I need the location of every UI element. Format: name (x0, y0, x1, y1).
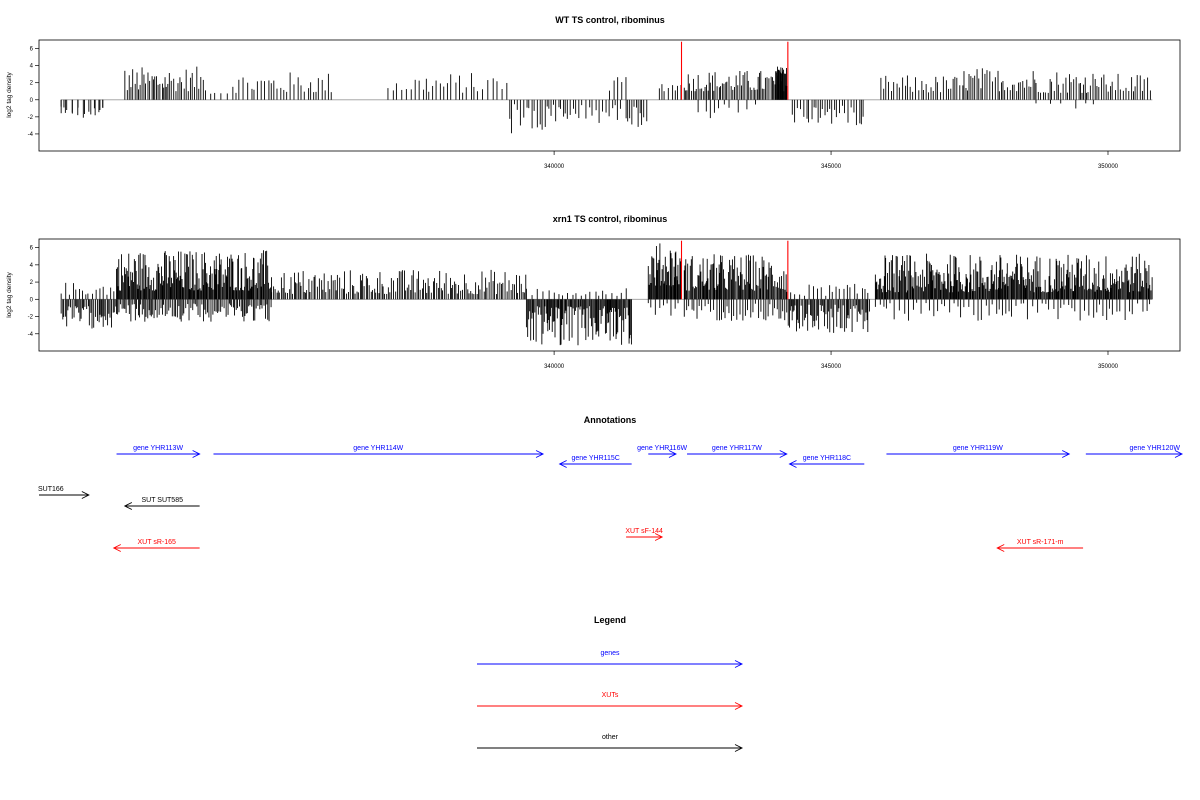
wt-axes: -4 -2 0 2 4 6 340000 345000 350000 (28, 47, 1153, 170)
legend-panel: Legend genes XUTs other (477, 615, 744, 752)
annotation-other-arrow: SUT SUT585 (123, 497, 200, 510)
legend-other-arrow: other (477, 734, 744, 752)
xrn1-y-tick-label: -2 (28, 315, 34, 321)
wt-x-tick-label: 350000 (1098, 164, 1119, 170)
xrn1-x-tick-label: 350000 (1098, 364, 1119, 370)
annotation-label: gene YHR119W (953, 445, 1003, 452)
wt-y-tick-label: 0 (30, 98, 34, 104)
wt-y-axis-label: log2 tag density (6, 71, 13, 117)
xrn1-track-title: xrn1 TS control, ribominus (553, 214, 668, 224)
wt-y-tick-label: -2 (28, 115, 34, 121)
legend-title: Legend (594, 615, 626, 625)
annotation-gene-arrow: gene YHR115C (558, 455, 632, 468)
legend-entries: genes XUTs other (477, 650, 744, 752)
annotation-label: gene YHR120W (1130, 445, 1181, 452)
annotation-gene-arrow: gene YHR114W (213, 445, 545, 458)
annotation-xut-arrow: XUT sR-165 (112, 539, 200, 552)
annotations-title: Annotations (584, 415, 637, 425)
wt-track-panel: WT TS control, ribominus log2 tag densit… (6, 15, 1181, 170)
xrn1-y-tick-label: 0 (30, 297, 34, 303)
wt-y-tick-label: 4 (30, 64, 34, 70)
xrn1-plot-frame (38, 238, 1181, 352)
xrn1-red-markers (680, 240, 789, 300)
annotation-xut-arrow: XUT sF-144 (625, 528, 664, 541)
wt-x-tick-label: 345000 (821, 164, 842, 170)
wt-plot-frame (38, 39, 1181, 152)
annotation-label: gene YHR114W (353, 445, 403, 452)
wt-y-tick-label: 2 (30, 81, 34, 87)
annotation-gene-arrow: gene YHR116W (637, 445, 687, 458)
xrn1-signal-bars (60, 243, 1153, 346)
xrn1-y-tick-label: -4 (28, 332, 34, 338)
annotation-arrows: gene YHR113W gene YHR114W gene YHR115C gene… (38, 445, 1184, 552)
annotation-gene-arrow: gene YHR113W (116, 445, 201, 458)
xrn1-y-tick-label: 6 (30, 246, 34, 252)
legend-xut-arrow: XUTs (477, 692, 744, 710)
annotation-gene-arrow: gene YHR118C (788, 455, 865, 468)
xrn1-x-tick-label: 345000 (821, 364, 842, 370)
annotation-gene-arrow: gene YHR120W (1085, 445, 1184, 458)
annotation-xut-arrow: XUT sR-171-m (996, 539, 1084, 552)
legend-label: genes (600, 650, 620, 657)
legend-label: other (602, 734, 619, 741)
legend-label: XUTs (602, 692, 619, 699)
wt-red-markers (680, 41, 789, 100)
xrn1-y-tick-label: 2 (30, 280, 34, 286)
annotation-gene-arrow: gene YHR117W (687, 445, 788, 458)
annotation-label: gene YHR118C (803, 455, 851, 462)
xrn1-y-axis-label: log2 tag density (6, 271, 13, 317)
annotation-label: SUT SUT585 (141, 497, 183, 504)
annotation-label: gene YHR117W (712, 445, 762, 452)
wt-x-tick-label: 340000 (544, 164, 565, 170)
annotation-other-arrow: SUT166 (38, 486, 90, 499)
xrn1-x-tick-label: 340000 (544, 364, 565, 370)
annotation-label: SUT166 (38, 486, 64, 493)
annotation-label: XUT sR-165 (138, 539, 176, 546)
annotation-label: gene YHR115C (571, 455, 619, 462)
annotation-label: gene YHR113W (133, 445, 183, 452)
wt-y-tick-label: -4 (28, 132, 34, 138)
wt-y-tick-label: 6 (30, 47, 34, 53)
legend-gene-arrow: genes (477, 650, 744, 668)
annotation-label: XUT sR-171-m (1017, 539, 1064, 546)
annotation-gene-arrow: gene YHR119W (886, 445, 1071, 458)
wt-signal-bars (60, 66, 1151, 134)
annotations-panel: Annotations gene YHR113W gene YHR114Wgene… (38, 415, 1184, 552)
annotation-label: gene YHR116W (637, 445, 687, 452)
xrn1-y-tick-label: 4 (30, 263, 34, 269)
wt-track-title: WT TS control, ribominus (555, 15, 665, 25)
annotation-label: XUT sF-144 (625, 528, 663, 535)
xrn1-track-panel: xrn1 TS control, ribominus log2 tag dens… (6, 214, 1181, 370)
